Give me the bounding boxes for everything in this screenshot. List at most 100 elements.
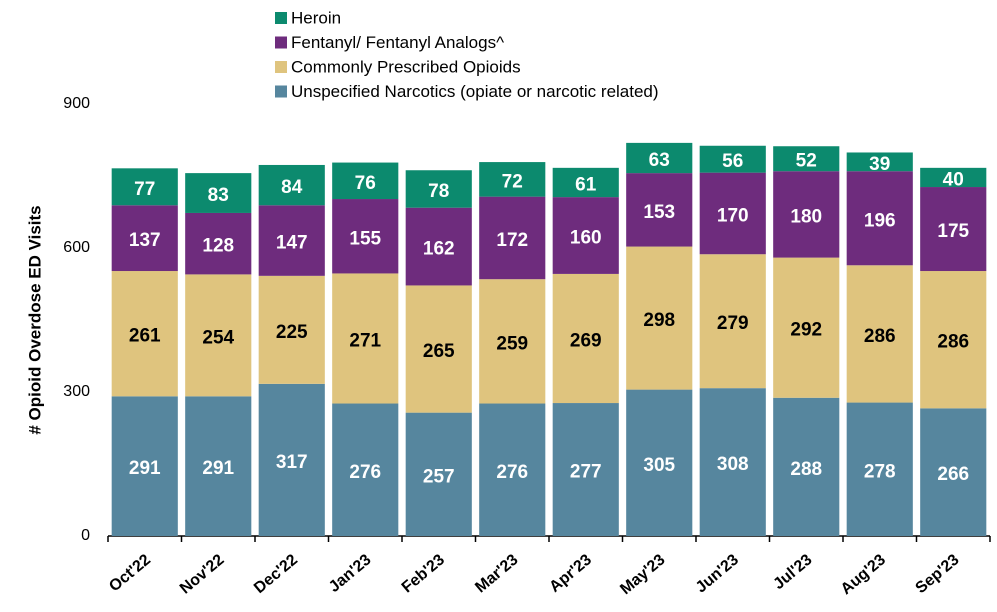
bar-segment <box>626 142 693 174</box>
bar-segment <box>111 168 178 206</box>
data-label: 155 <box>349 228 381 249</box>
bar-segment <box>920 271 987 409</box>
bar-segment <box>626 246 693 390</box>
data-label: 52 <box>796 151 817 172</box>
bar-segment <box>111 205 178 272</box>
data-label: 162 <box>423 239 455 260</box>
data-label: 276 <box>349 462 381 483</box>
legend-label: Heroin <box>291 8 341 27</box>
data-label: 291 <box>202 458 234 479</box>
data-label: 298 <box>643 310 675 331</box>
legend-swatch <box>275 61 287 73</box>
bar-segment <box>699 254 766 389</box>
bar-segment <box>552 197 619 274</box>
data-label: 276 <box>496 462 528 483</box>
data-label: 269 <box>570 330 602 351</box>
bar-segment <box>626 173 693 247</box>
bar-segment <box>552 167 619 198</box>
data-label: 76 <box>355 173 376 194</box>
data-label: 170 <box>717 205 749 226</box>
bar-segment <box>479 403 546 536</box>
bar-segment <box>552 273 619 404</box>
data-label: 72 <box>502 171 523 192</box>
x-tick-label: Sep'23 <box>913 551 963 597</box>
bar-segment <box>185 396 252 536</box>
data-label: 277 <box>570 462 602 483</box>
data-label: 266 <box>937 464 969 485</box>
bar-segment <box>479 162 546 197</box>
y-tick-label: 0 <box>81 527 90 544</box>
data-label: 292 <box>790 320 822 341</box>
data-label: 225 <box>276 322 308 343</box>
bar-segment <box>626 389 693 536</box>
bar-segment <box>846 152 913 172</box>
data-label: 265 <box>423 341 455 362</box>
legend-label: Fentanyl/ Fentanyl Analogs^ <box>291 33 504 52</box>
data-label: 56 <box>722 151 743 172</box>
data-label: 128 <box>202 236 234 257</box>
data-label: 63 <box>649 150 670 171</box>
legend-swatch <box>275 12 287 24</box>
bar-segment <box>920 408 987 536</box>
bar-segment <box>699 172 766 255</box>
data-label: 254 <box>202 327 234 348</box>
y-tick-label: 600 <box>63 239 90 256</box>
bar-segment <box>185 173 252 213</box>
data-label: 83 <box>208 185 229 206</box>
bar-segment <box>920 187 987 272</box>
bar-segment <box>846 171 913 266</box>
data-label: 196 <box>864 210 896 231</box>
data-label: 61 <box>575 174 597 195</box>
data-label: 317 <box>276 452 308 473</box>
bar-segment <box>920 167 987 188</box>
bar-segment <box>332 273 399 404</box>
bar-segment <box>699 388 766 536</box>
y-axis-label: # Opioid Overdose ED Visits <box>25 205 44 434</box>
x-tick-label: Jun'23 <box>693 551 742 596</box>
bar-segment <box>479 196 546 280</box>
data-label: 78 <box>428 181 449 202</box>
x-tick-label: Oct'22 <box>106 551 154 595</box>
data-label: 271 <box>349 330 381 351</box>
x-tick-label: Jan'23 <box>326 551 375 596</box>
bar-segment <box>405 170 472 208</box>
data-label: 278 <box>864 461 896 482</box>
bar-segment <box>111 396 178 536</box>
data-label: 259 <box>496 333 528 354</box>
bar-segment <box>258 275 325 384</box>
bar-segment <box>773 146 840 172</box>
bar-segment <box>258 205 325 276</box>
y-tick-label: 300 <box>63 383 90 400</box>
bar-segment <box>846 402 913 536</box>
x-tick-label: May'23 <box>617 551 668 598</box>
data-label: 77 <box>134 179 155 200</box>
data-label: 288 <box>790 459 822 480</box>
bar-segment <box>773 397 840 536</box>
data-label: 39 <box>869 154 890 175</box>
data-label: 257 <box>423 466 455 487</box>
bar-segment <box>258 164 325 206</box>
legend-swatch <box>275 85 287 98</box>
data-label: 180 <box>790 206 822 227</box>
data-label: 286 <box>937 332 969 353</box>
bar-segment <box>332 403 399 536</box>
data-label: 172 <box>496 230 528 251</box>
data-label: 175 <box>937 221 969 242</box>
bar-segment <box>258 383 325 536</box>
bar-segment <box>185 212 252 275</box>
bar-segment <box>773 257 840 398</box>
y-tick-label: 900 <box>63 95 90 112</box>
legend-label: Unspecified Narcotics (opiate or narcoti… <box>291 82 659 101</box>
data-label: 137 <box>129 230 161 251</box>
x-tick-label: Dec'22 <box>251 551 301 597</box>
bar-segment <box>332 162 399 200</box>
data-label: 153 <box>643 202 675 223</box>
x-tick-label: Apr'23 <box>546 551 595 596</box>
bar-segment <box>405 285 472 413</box>
bar-segment <box>699 145 766 173</box>
bar-segment <box>332 199 399 274</box>
bar-segment <box>846 265 913 403</box>
data-label: 261 <box>129 326 161 347</box>
bar-segment <box>552 403 619 536</box>
legend-label: Commonly Prescribed Opioids <box>291 57 521 76</box>
